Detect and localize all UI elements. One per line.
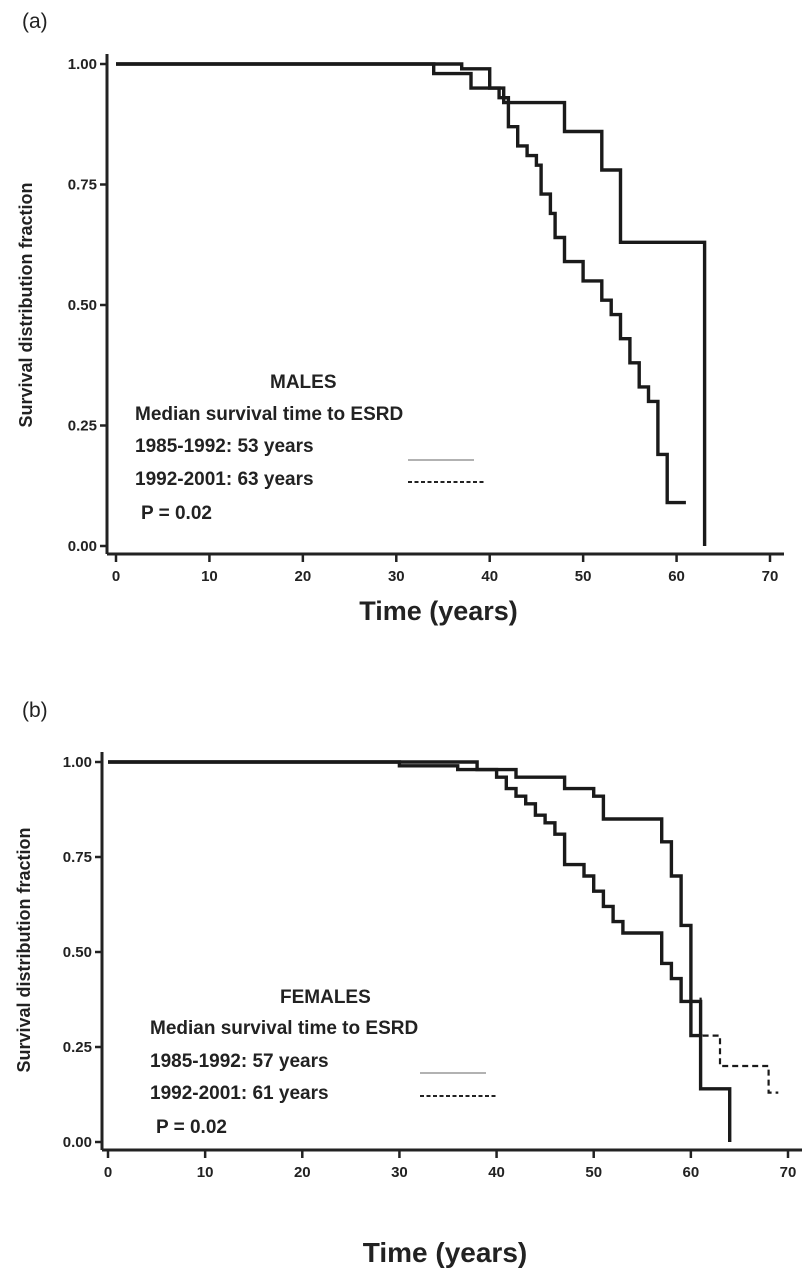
survival-curve-series-1: [116, 62, 686, 505]
y-tick-label: 0.50: [63, 944, 92, 961]
panel-label-b: (b): [22, 699, 48, 722]
y-tick-label: 1.00: [68, 56, 97, 73]
legend-title: MALES: [270, 372, 337, 393]
plot-area-b: 0.00 0.25 0.50 0.75 1.00 0 10 20 30 40 50 60 70 Time …: [14, 752, 802, 1268]
y-axis-title: Survival distribution fraction: [16, 182, 36, 427]
x-tick-label: 30: [388, 568, 405, 585]
y-tick-label: 0.75: [63, 849, 92, 866]
legend-title: FEMALES: [280, 987, 371, 1008]
survival-curve-series-2: [116, 62, 707, 546]
y-tick-label: 1.00: [63, 754, 92, 771]
x-tick-label: 50: [575, 568, 592, 585]
x-tick-label: 60: [668, 568, 685, 585]
y-tick-label: 0.00: [68, 538, 97, 555]
y-tick-label: 0.25: [68, 418, 97, 435]
x-tick-label: 0: [104, 1164, 112, 1181]
legend-entry-1992-2001: 1992-2001: 61 years: [150, 1083, 329, 1104]
x-tick-label: 40: [481, 568, 498, 585]
y-axis-title: Survival distribution fraction: [14, 827, 34, 1072]
y-tick-label: 0.25: [63, 1039, 92, 1056]
x-tick-label: 0: [112, 568, 120, 585]
x-tick-label: 50: [585, 1164, 602, 1181]
legend-a: MALES Median survival time to ESRD 1985-…: [135, 372, 486, 524]
plot-area-a: 0.00 0.25 0.50 0.75 1.00 0 10 20 30 40 50 60 70 Time …: [16, 54, 784, 626]
legend-subtitle: Median survival time to ESRD: [150, 1018, 418, 1039]
legend-entry-1985-1992: 1985-1992: 57 years: [150, 1051, 329, 1072]
x-tick-label: 60: [683, 1164, 700, 1181]
x-tick-label: 10: [201, 568, 218, 585]
x-axis-title: Time (years): [363, 1237, 527, 1268]
legend-entry-1985-1992: 1985-1992: 53 years: [135, 436, 314, 457]
survival-curve-series-1: [108, 760, 732, 1142]
legend-subtitle: Median survival time to ESRD: [135, 404, 403, 425]
x-tick-label: 40: [488, 1164, 505, 1181]
panel-b-females: (b) 0.00 0.25 0.50 0.75 1.00 0 10 20 30 40 50 60 70 T…: [14, 699, 802, 1268]
survival-curve-series-2: [108, 760, 703, 1036]
x-tick-label: 70: [780, 1164, 797, 1181]
x-axis-title: Time (years): [359, 596, 518, 626]
x-tick-label: 30: [391, 1164, 408, 1181]
survival-curve-series-3: [699, 997, 779, 1094]
x-tick-label: 20: [295, 568, 312, 585]
x-tick-label: 20: [294, 1164, 311, 1181]
legend-p-value: P = 0.02: [141, 503, 212, 524]
legend-b: FEMALES Median survival time to ESRD 198…: [150, 987, 498, 1138]
y-tick-label: 0.50: [68, 297, 97, 314]
panel-label-a: (a): [22, 10, 48, 33]
x-tick-label: 10: [197, 1164, 214, 1181]
legend-entry-1992-2001: 1992-2001: 63 years: [135, 469, 314, 490]
y-tick-label: 0.00: [63, 1134, 92, 1151]
y-tick-label: 0.75: [68, 177, 97, 194]
x-tick-label: 70: [762, 568, 779, 585]
legend-p-value: P = 0.02: [156, 1117, 227, 1138]
panel-a-males: (a) 0.00 0.25 0.50 0.75 1.00 0 10 20 30 40 50 60 70 T…: [16, 10, 784, 626]
